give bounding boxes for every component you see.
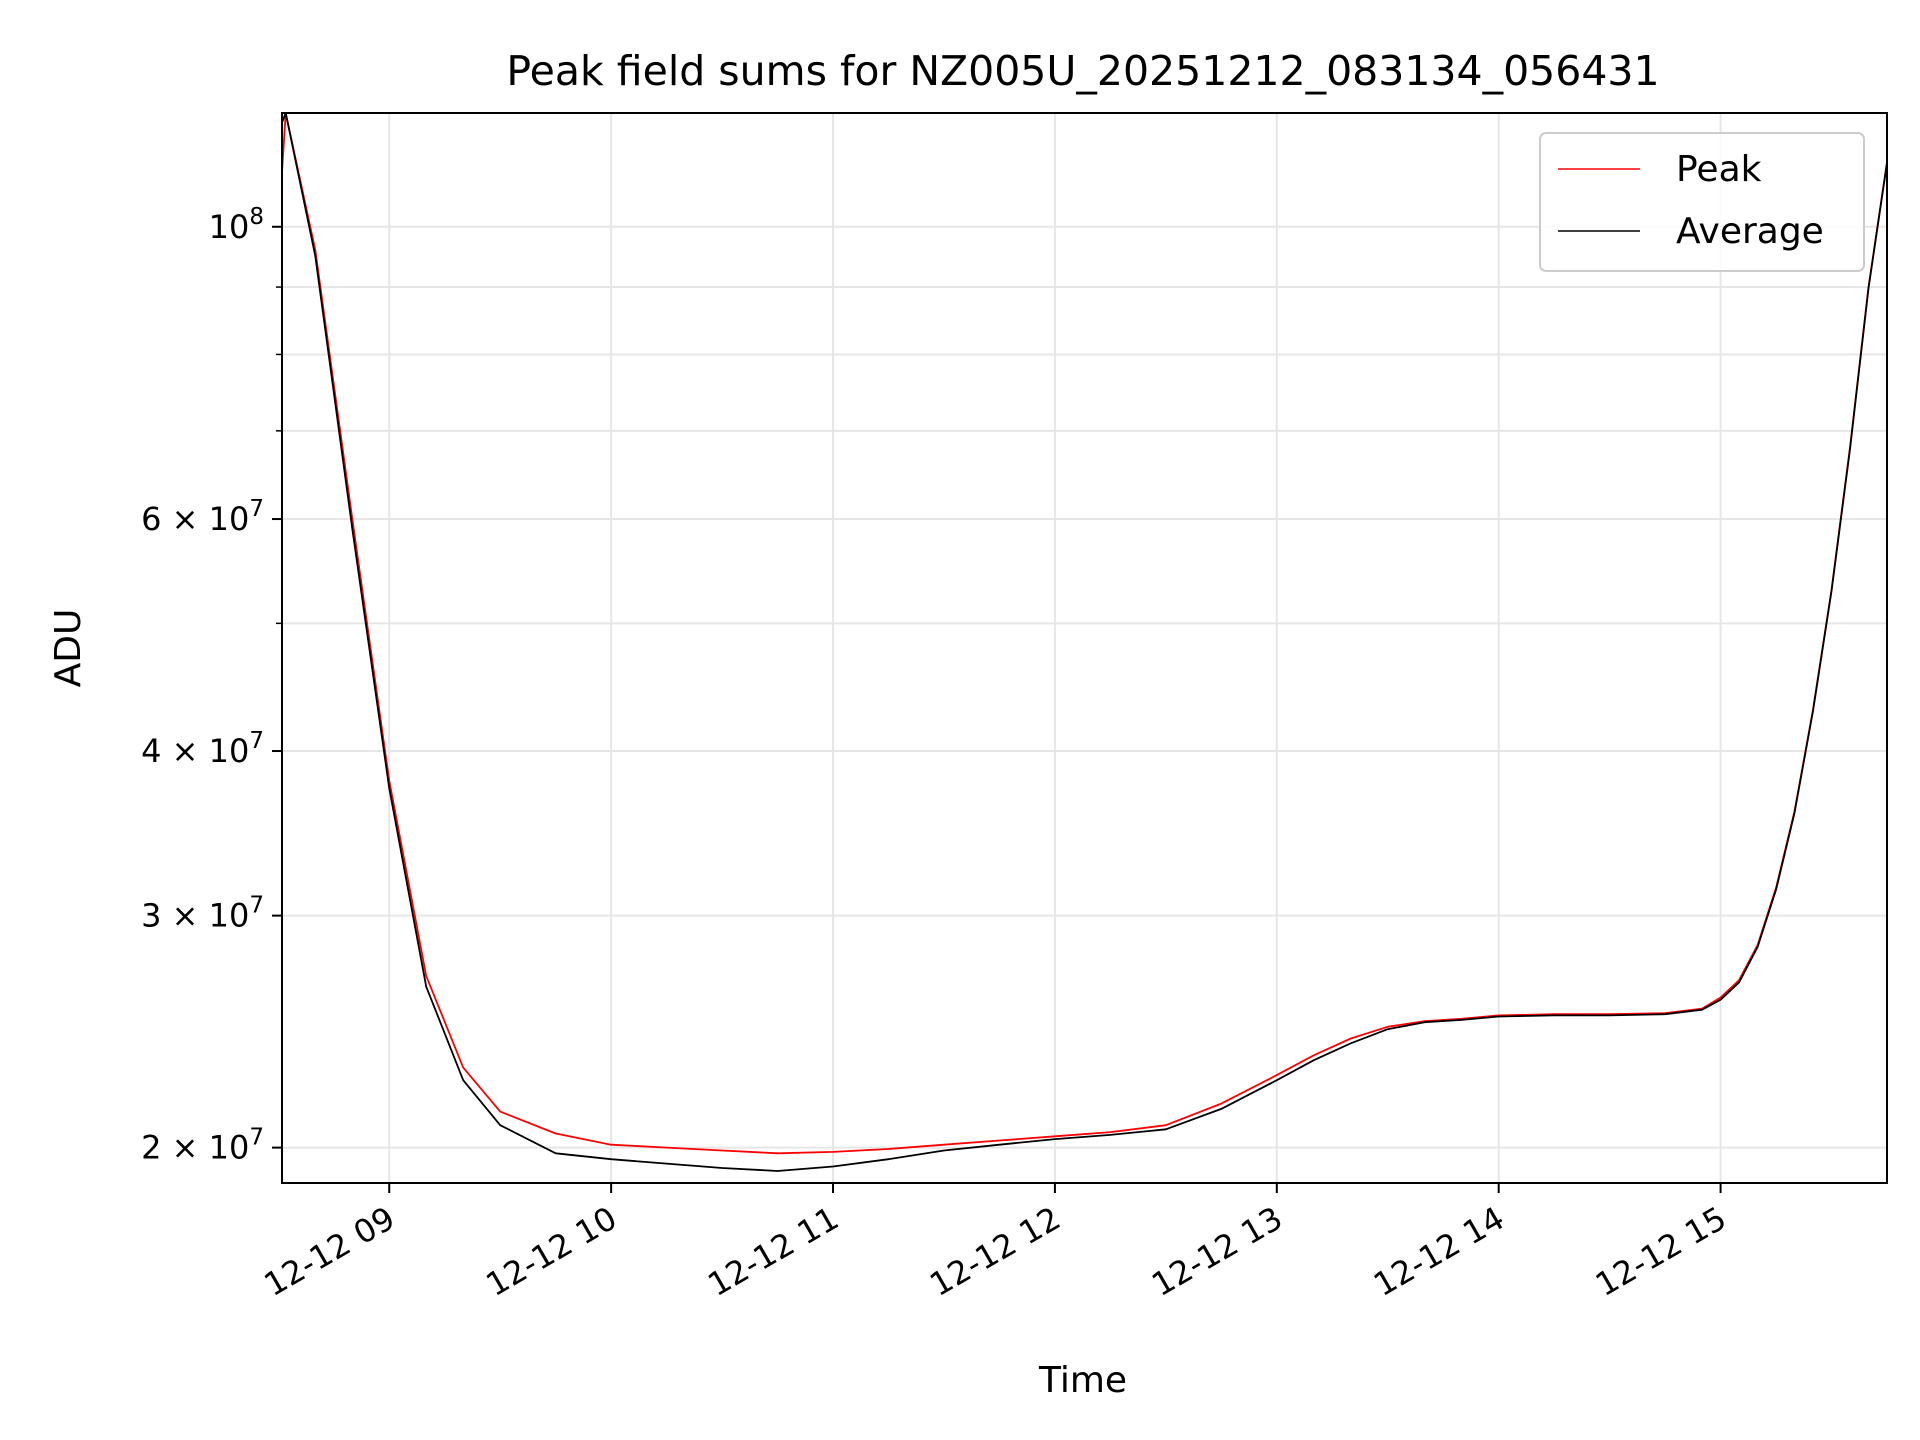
- y-tick-label: 4 × 107: [141, 728, 264, 770]
- legend-label-peak: Peak: [1676, 149, 1762, 190]
- y-tick-label: 3 × 107: [141, 893, 264, 935]
- y-tick-label: 108: [209, 204, 264, 246]
- plot-frame: [281, 112, 1888, 1184]
- legend-label-average: Average: [1676, 211, 1824, 252]
- x-axis-label: Time: [1038, 1360, 1127, 1401]
- grid: [282, 113, 1887, 1183]
- series-layer: [282, 113, 1887, 1172]
- y-axis-label: ADU: [48, 609, 89, 688]
- legend: Peak Average: [1539, 132, 1865, 272]
- series-line-average: [282, 113, 1887, 1172]
- y-tick-label: 2 × 107: [141, 1125, 264, 1167]
- legend-box: [1539, 132, 1865, 272]
- chart-title: Peak field sums for NZ005U_20251212_0831…: [506, 47, 1659, 95]
- y-tick-label: 6 × 107: [141, 496, 264, 538]
